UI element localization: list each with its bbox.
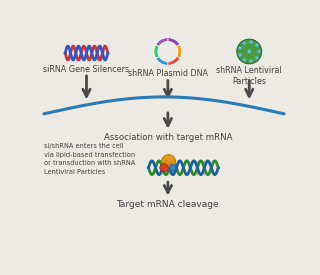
Wedge shape xyxy=(156,38,168,46)
Circle shape xyxy=(243,58,246,62)
Wedge shape xyxy=(156,56,168,65)
Text: shRNA Lentiviral
Particles: shRNA Lentiviral Particles xyxy=(216,66,282,86)
Circle shape xyxy=(249,59,252,63)
Circle shape xyxy=(238,53,242,56)
Text: Target mRNA cleavage: Target mRNA cleavage xyxy=(116,200,219,209)
Text: Association with target mRNA: Association with target mRNA xyxy=(104,133,232,142)
Circle shape xyxy=(247,50,251,53)
Circle shape xyxy=(257,50,261,53)
Wedge shape xyxy=(168,56,180,65)
Wedge shape xyxy=(154,45,159,58)
Circle shape xyxy=(255,44,258,47)
Circle shape xyxy=(160,164,168,172)
Wedge shape xyxy=(177,45,182,58)
Circle shape xyxy=(162,155,176,169)
Text: siRNA Gene Silencers: siRNA Gene Silencers xyxy=(44,65,130,74)
Circle shape xyxy=(169,164,176,171)
Circle shape xyxy=(255,56,258,59)
Text: shRNA Plasmid DNA: shRNA Plasmid DNA xyxy=(128,69,208,78)
Text: si/shRNA enters the cell
via lipid-based transfection
or transduction with shRNA: si/shRNA enters the cell via lipid-based… xyxy=(44,143,135,175)
Circle shape xyxy=(238,46,242,50)
Circle shape xyxy=(237,39,262,64)
Circle shape xyxy=(249,40,252,44)
Wedge shape xyxy=(168,38,180,46)
Circle shape xyxy=(243,42,246,45)
